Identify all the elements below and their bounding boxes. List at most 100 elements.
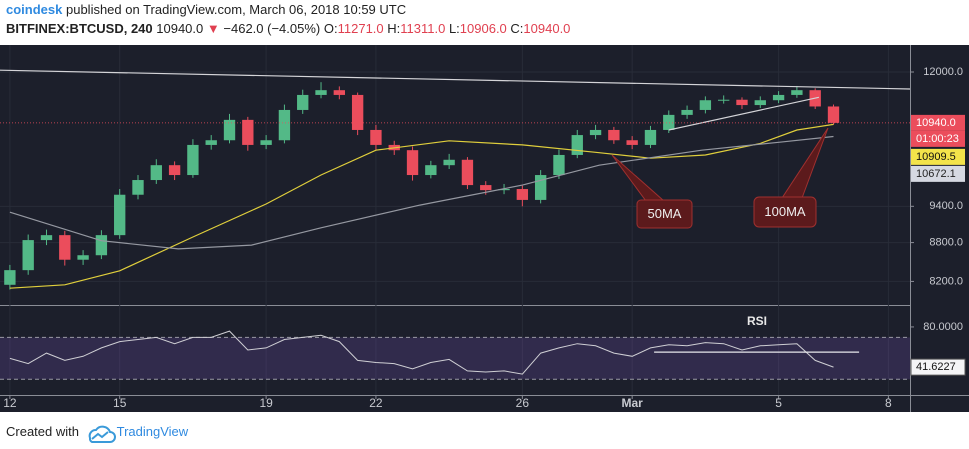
change: −462.0 (−4.05%) — [223, 21, 321, 36]
countdown-label: 01:00:23 — [916, 133, 959, 145]
candle-body — [150, 165, 162, 181]
trendline — [668, 96, 820, 131]
y-tick-label: 12000.0 — [923, 66, 963, 78]
candle-body — [223, 119, 236, 141]
candle-body — [59, 235, 71, 260]
moving-average — [9, 123, 834, 289]
ma-value-box — [911, 148, 965, 165]
header-line: coindesk published on TradingView.com, M… — [6, 2, 406, 17]
countdown-box — [911, 130, 965, 147]
ohlc-value: 10940.0 — [523, 21, 571, 36]
callout-box — [636, 199, 693, 229]
candle-body — [644, 129, 657, 145]
candle-body — [132, 180, 144, 195]
candle-body — [370, 129, 382, 145]
tradingview-logo — [88, 425, 116, 443]
candle-body — [772, 94, 785, 101]
candle-body — [498, 189, 510, 191]
candle-body — [589, 129, 602, 136]
candle-body — [95, 235, 108, 256]
grid — [0, 45, 910, 399]
candle-body — [827, 106, 840, 123]
x-tick-label: 26 — [516, 396, 530, 410]
candle-body — [22, 240, 34, 271]
x-tick-label: 15 — [113, 396, 127, 410]
ma-value-label: 10672.1 — [916, 168, 956, 180]
y-tick-label: 80.0000 — [923, 321, 963, 333]
candle-body — [681, 109, 693, 115]
candle-body — [278, 109, 291, 141]
price-axis: 12 15 19 22 26 Mar 5 8 8200.0 8800.0 9400.0 12000.0… — [3, 66, 966, 410]
symbol: BITFINEX:BTCUSD, 240 — [6, 21, 153, 36]
ohlc-value: 10906.0 — [459, 21, 507, 36]
candle-body — [187, 144, 199, 176]
candle-body — [791, 90, 803, 95]
brand: TradingView — [116, 424, 189, 439]
candle-body — [315, 90, 327, 95]
ohlc-value: 11311.0 — [400, 21, 446, 36]
header-line: BITFINEX:BTCUSD, 240 10940.0 ▼ −462.0 (−… — [6, 21, 570, 36]
candle-body — [77, 255, 89, 260]
ma-value-box — [911, 165, 965, 182]
last: 10940.0 — [156, 21, 204, 36]
logo-line — [91, 431, 109, 440]
logo-cloud — [88, 425, 116, 443]
x-tick-label: 22 — [369, 396, 383, 410]
candle-body — [114, 194, 126, 236]
candle-body — [351, 94, 364, 130]
x-tick-label: 19 — [259, 396, 273, 410]
x-tick-label: 12 — [3, 396, 17, 410]
callout: 100MA — [753, 127, 829, 228]
callout-label: 50MA — [648, 206, 682, 221]
author: coindesk — [6, 2, 63, 17]
candle-body — [40, 235, 53, 241]
moving-average — [9, 135, 834, 250]
rsi-line — [9, 330, 834, 375]
marks — [0, 69, 911, 375]
y-tick-label: 9400.0 — [929, 200, 963, 212]
x-tick-label: 5 — [775, 396, 782, 410]
arrow: ▼ — [206, 21, 220, 36]
x-tick-label: Mar — [621, 396, 643, 410]
candle-body — [553, 154, 565, 176]
candle-body — [754, 100, 766, 106]
created-with: Created with — [6, 424, 79, 439]
candle-body — [205, 140, 217, 145]
published: published on TradingView.com, March 06, … — [65, 2, 407, 17]
last-price-box — [911, 114, 965, 131]
ohlc-label: O: — [323, 21, 338, 36]
rsi-title: RSI — [747, 314, 767, 328]
candle-body — [425, 165, 437, 176]
callout: 50MA — [611, 154, 693, 229]
candle-body — [626, 140, 638, 145]
callout-label: 100MA — [764, 204, 806, 219]
y-tick-label: 8200.0 — [929, 275, 963, 287]
candle-body — [443, 159, 455, 166]
x-tick-label: 8 — [885, 396, 892, 410]
chart-background — [0, 45, 969, 412]
candle-body — [406, 150, 419, 176]
ohlc-label: L: — [448, 21, 460, 36]
candle-body — [571, 135, 583, 155]
candle-body — [4, 270, 16, 285]
ohlc-value: 11271.0 — [337, 21, 384, 36]
rsi-value-box — [910, 358, 966, 376]
ohlc-label: C: — [510, 21, 524, 36]
candle-body — [461, 159, 474, 186]
candle-body — [608, 129, 620, 141]
candle-body — [663, 114, 675, 130]
ma-value-label: 10909.5 — [916, 151, 956, 163]
footer: Created with TradingView — [6, 424, 188, 439]
candle-body — [242, 119, 254, 145]
y-tick-label: 8800.0 — [929, 236, 963, 248]
candle-body — [736, 99, 748, 106]
candle-body — [333, 90, 346, 95]
candle-body — [516, 189, 529, 200]
candle-body — [534, 175, 547, 200]
rsi-value-label: 41.6227 — [916, 361, 956, 373]
candle-body — [480, 185, 492, 191]
rsi-band — [0, 337, 910, 380]
candle-body — [718, 99, 730, 101]
